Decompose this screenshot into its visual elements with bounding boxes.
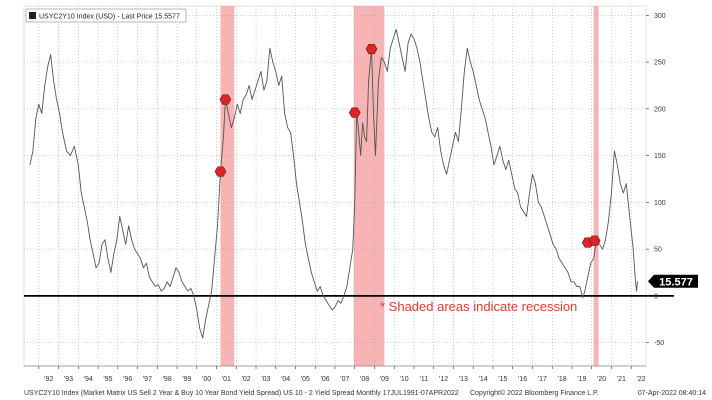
x-tick-label: '00 <box>202 376 211 383</box>
x-tick-label: '11 <box>420 376 429 383</box>
recession-band-2 <box>353 6 385 366</box>
recession-marker <box>365 43 378 55</box>
x-tick-label: '03 <box>261 376 270 383</box>
recession-marker <box>219 94 232 105</box>
y-tick-label: 100 <box>654 200 666 207</box>
recession-band-3 <box>593 6 599 366</box>
recession-bands <box>220 6 599 366</box>
x-tick-label: '98 <box>163 376 172 383</box>
x-tick-label: '96 <box>123 376 132 383</box>
x-tick-label: '92 <box>44 376 53 383</box>
y-tick-label: -50 <box>654 340 664 347</box>
y-axis-ticks: -50 0 50 100 150 200 250 300 <box>646 13 666 347</box>
x-tick-label: '94 <box>84 376 93 383</box>
x-tick-label: '93 <box>64 376 73 383</box>
footer-timestamp: 07-Apr-2022 08:40:14 <box>638 390 706 397</box>
x-tick-label: '12 <box>439 376 448 383</box>
recession-marker <box>348 107 361 118</box>
spread-series-line <box>29 28 638 339</box>
x-tick-label: '99 <box>182 376 191 383</box>
x-tick-label: '97 <box>143 376 152 383</box>
grid-lines <box>24 6 646 366</box>
footer: USYC2Y10 Index (Market Matrix US Sell 2 … <box>24 389 706 397</box>
last-price-badge: 15.577 <box>648 274 698 288</box>
last-price-text: 15.577 <box>659 276 693 288</box>
legend-box: USYC2Y10 Index (USD) - Last Price 15.557… <box>25 8 187 23</box>
legend-text: USYC2Y10 Index (USD) - Last Price 15.557… <box>39 14 180 21</box>
recession-markers <box>214 43 601 248</box>
x-tick-label: '14 <box>479 376 488 383</box>
x-tick-label: '15 <box>498 376 507 383</box>
x-tick-label: '19 <box>577 376 586 383</box>
legend-swatch-icon <box>29 12 36 19</box>
x-tick-label: '02 <box>242 376 251 383</box>
x-tick-label: '09 <box>380 376 389 383</box>
x-tick-label: '21 <box>617 376 626 383</box>
x-tick-label: '01 <box>222 376 231 383</box>
recession-annotation: * Shaded areas indicate recession <box>380 299 577 314</box>
recession-band-1 <box>220 6 235 366</box>
x-tick-label: '95 <box>103 376 112 383</box>
y-tick-label: 300 <box>654 13 666 20</box>
x-tick-label: '07 <box>340 376 349 383</box>
recession-marker <box>214 166 227 177</box>
x-tick-label: '18 <box>558 376 567 383</box>
footer-copyright: Copyright© 2022 Bloomberg Finance L.P. <box>470 389 599 397</box>
y-tick-label: 250 <box>654 60 666 67</box>
x-tick-label: '04 <box>281 376 290 383</box>
recession-marker <box>588 235 601 246</box>
y-tick-label: 150 <box>654 153 666 160</box>
y-tick-label: 200 <box>654 106 666 113</box>
x-tick-label: '08 <box>360 376 369 383</box>
y-tick-label: 50 <box>654 247 662 254</box>
x-tick-label: '13 <box>459 376 468 383</box>
x-tick-label: '05 <box>301 376 310 383</box>
x-tick-label: '22 <box>637 376 646 383</box>
x-tick-label: '16 <box>518 376 527 383</box>
x-tick-label: '17 <box>538 376 547 383</box>
footer-description: USYC2Y10 Index (Market Matrix US Sell 2 … <box>24 390 459 397</box>
series-line <box>29 28 638 339</box>
x-axis-ticks: '92 '93 '94 '95 '96 '97 '98 '99 '00 '01 '02 '03 '04 '… <box>24 365 646 383</box>
x-tick-label: '20 <box>597 376 606 383</box>
x-tick-label: '06 <box>321 376 330 383</box>
y-tick-label: 0 <box>654 293 658 300</box>
x-tick-label: '10 <box>400 376 409 383</box>
